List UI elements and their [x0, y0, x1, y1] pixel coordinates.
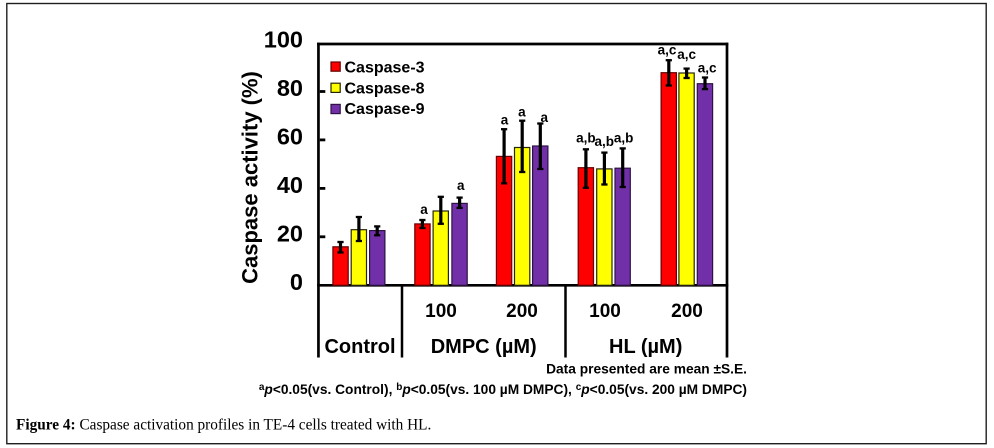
svg-text:80: 80	[277, 75, 303, 101]
svg-text:0: 0	[290, 269, 303, 295]
svg-text:60: 60	[277, 124, 303, 150]
svg-text:a: a	[540, 110, 548, 125]
svg-text:Caspase-8: Caspase-8	[345, 80, 425, 97]
svg-text:a: a	[457, 178, 465, 193]
svg-text:Caspase-3: Caspase-3	[345, 59, 425, 76]
svg-text:a: a	[420, 202, 428, 217]
svg-text:ap<0.05(vs. Control), bp<0.05(: ap<0.05(vs. Control), bp<0.05(vs. 100 µM…	[259, 382, 747, 397]
svg-text:100: 100	[425, 301, 457, 322]
svg-text:a: a	[518, 105, 526, 120]
svg-text:Control: Control	[324, 336, 395, 358]
svg-text:200: 200	[506, 301, 538, 322]
svg-text:40: 40	[277, 172, 303, 198]
svg-text:DMPC (µM): DMPC (µM)	[431, 336, 537, 358]
svg-text:Caspase-9: Caspase-9	[345, 101, 425, 118]
svg-text:a,b: a,b	[576, 131, 596, 146]
svg-text:Figure 4: Caspase activation p: Figure 4: Caspase activation profiles in…	[16, 417, 431, 434]
svg-text:20: 20	[277, 221, 303, 247]
svg-text:a,c: a,c	[677, 47, 696, 62]
svg-text:a,c: a,c	[698, 60, 717, 75]
svg-text:a,b: a,b	[595, 134, 615, 149]
svg-text:HL (µM): HL (µM)	[609, 336, 682, 358]
svg-text:100: 100	[264, 27, 303, 53]
svg-text:Caspase activity (%): Caspase activity (%)	[238, 71, 263, 284]
svg-text:100: 100	[589, 301, 621, 322]
svg-text:200: 200	[671, 301, 703, 322]
svg-text:a,c: a,c	[658, 43, 677, 58]
svg-text:Data presented are mean ±S.E.: Data presented are mean ±S.E.	[546, 362, 747, 377]
svg-text:a: a	[501, 113, 509, 128]
svg-text:a,b: a,b	[614, 131, 634, 146]
